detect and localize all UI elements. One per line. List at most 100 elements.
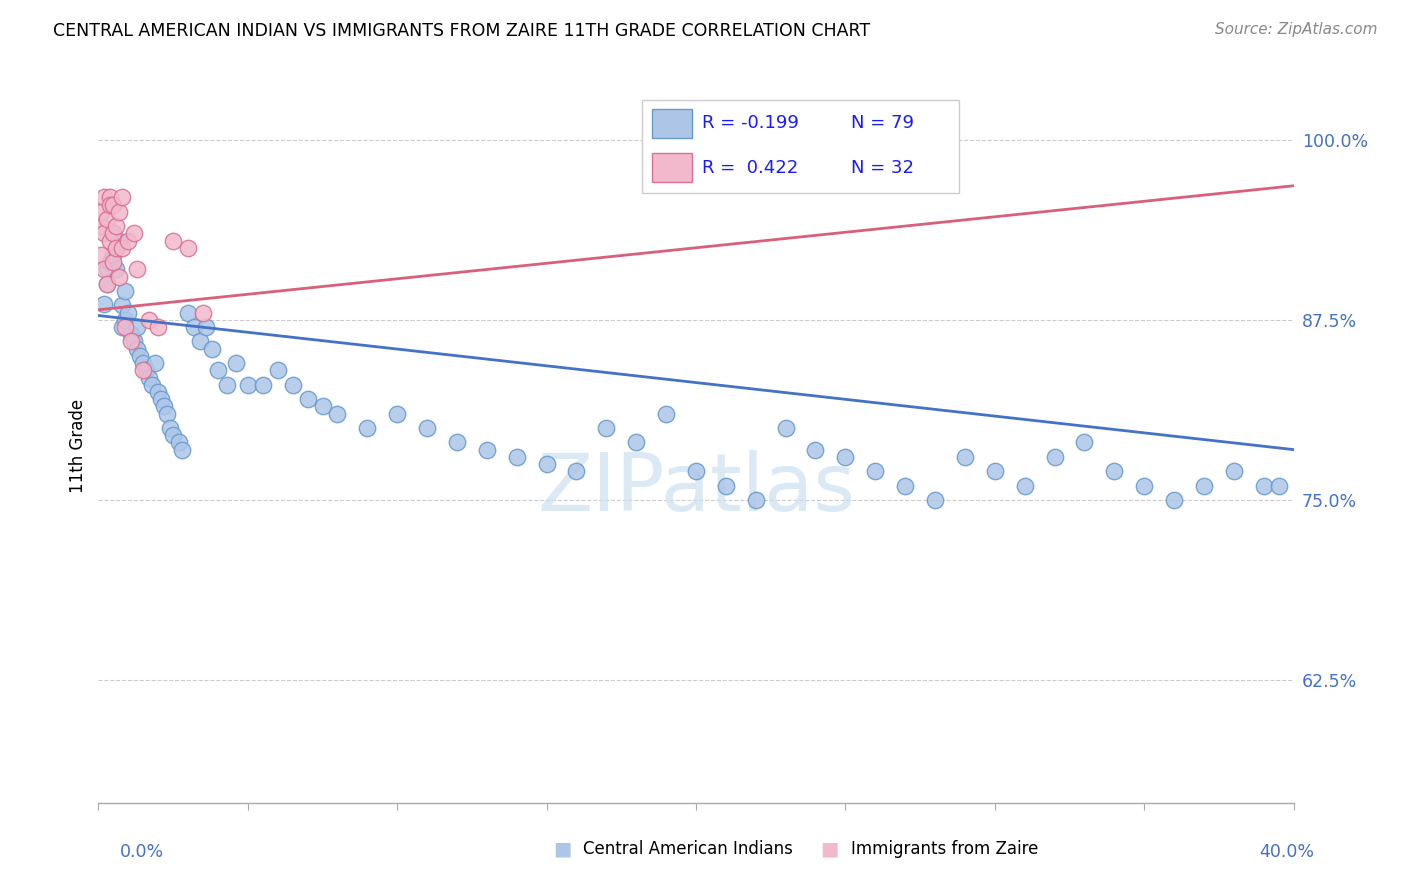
Point <box>150 392 173 406</box>
Point <box>162 234 184 248</box>
Text: Central American Indians: Central American Indians <box>583 840 793 858</box>
Point <box>195 320 218 334</box>
Point <box>120 334 142 349</box>
Point <box>1104 464 1126 478</box>
Point <box>93 297 115 311</box>
Point <box>225 356 247 370</box>
Point <box>416 421 439 435</box>
Point <box>141 377 163 392</box>
Point <box>1043 450 1066 464</box>
FancyBboxPatch shape <box>643 100 959 193</box>
Point <box>96 277 118 291</box>
Point <box>124 227 146 241</box>
Point <box>132 356 155 370</box>
Point <box>172 442 194 457</box>
Point <box>148 320 170 334</box>
Text: N = 79: N = 79 <box>852 114 914 132</box>
Point <box>132 363 155 377</box>
Point <box>252 377 274 392</box>
Point <box>159 421 181 435</box>
Point <box>188 334 211 349</box>
Point <box>117 306 139 320</box>
Text: ■: ■ <box>553 839 572 859</box>
Point <box>506 450 529 464</box>
Point <box>148 384 170 399</box>
Point <box>1192 478 1215 492</box>
Point <box>385 407 409 421</box>
Point <box>135 363 157 377</box>
Point <box>93 190 115 204</box>
Point <box>1133 478 1156 492</box>
Point <box>1223 464 1246 478</box>
Text: ■: ■ <box>820 839 839 859</box>
Point <box>924 133 946 147</box>
Text: CENTRAL AMERICAN INDIAN VS IMMIGRANTS FROM ZAIRE 11TH GRADE CORRELATION CHART: CENTRAL AMERICAN INDIAN VS IMMIGRANTS FR… <box>53 22 870 40</box>
Point <box>127 262 149 277</box>
Point <box>201 342 224 356</box>
Point <box>124 334 146 349</box>
Point <box>714 478 737 492</box>
Point <box>138 313 160 327</box>
Point <box>1163 493 1185 508</box>
Point <box>143 356 166 370</box>
Point <box>96 211 118 226</box>
Point <box>120 327 142 342</box>
Point <box>111 190 134 204</box>
Point <box>167 435 190 450</box>
Point <box>103 197 125 211</box>
Point <box>924 493 946 508</box>
Point <box>775 421 797 435</box>
Point <box>108 269 131 284</box>
Point <box>281 377 304 392</box>
Point <box>103 227 125 241</box>
Point <box>191 306 214 320</box>
Text: Source: ZipAtlas.com: Source: ZipAtlas.com <box>1215 22 1378 37</box>
Point <box>1267 478 1289 492</box>
Point <box>138 370 160 384</box>
Point <box>129 349 152 363</box>
Point <box>536 457 558 471</box>
Point <box>297 392 319 406</box>
Point <box>111 320 134 334</box>
Point <box>655 407 678 421</box>
Point <box>183 320 205 334</box>
Point <box>105 219 128 234</box>
Point <box>311 400 333 414</box>
Point <box>595 421 617 435</box>
Point <box>565 464 588 478</box>
Point <box>834 450 856 464</box>
Point <box>162 428 184 442</box>
Point <box>98 234 122 248</box>
Point <box>626 435 648 450</box>
Point <box>103 227 125 241</box>
Point <box>267 363 290 377</box>
Point <box>953 450 976 464</box>
FancyBboxPatch shape <box>652 109 692 137</box>
Point <box>114 284 136 298</box>
Point <box>1073 435 1095 450</box>
Point <box>114 313 136 327</box>
Point <box>103 255 125 269</box>
Point <box>108 204 131 219</box>
Point <box>804 442 827 457</box>
Text: 40.0%: 40.0% <box>1260 843 1315 861</box>
Point <box>98 197 122 211</box>
Point <box>215 377 238 392</box>
Point <box>745 493 768 508</box>
Point <box>90 219 112 234</box>
Point <box>475 442 498 457</box>
Point <box>105 241 128 255</box>
Text: ZIPatlas: ZIPatlas <box>537 450 855 528</box>
Point <box>117 234 139 248</box>
Point <box>1253 478 1275 492</box>
Point <box>207 363 229 377</box>
Text: R =  0.422: R = 0.422 <box>702 159 799 177</box>
Point <box>127 320 149 334</box>
Point <box>103 248 125 262</box>
Point <box>96 277 118 291</box>
Point <box>177 306 200 320</box>
Point <box>90 204 112 219</box>
Point <box>236 377 259 392</box>
Text: R = -0.199: R = -0.199 <box>702 114 799 132</box>
Point <box>98 190 122 204</box>
